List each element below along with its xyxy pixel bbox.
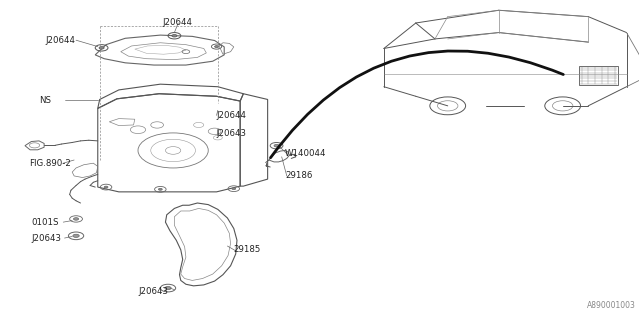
- Circle shape: [165, 286, 172, 290]
- Circle shape: [159, 188, 163, 190]
- Text: FIG.890-2: FIG.890-2: [29, 159, 71, 168]
- Text: J20644: J20644: [163, 18, 193, 27]
- Circle shape: [74, 218, 79, 220]
- Text: 29185: 29185: [234, 245, 261, 254]
- Circle shape: [214, 46, 218, 48]
- Circle shape: [274, 144, 279, 147]
- Text: J20644: J20644: [216, 111, 246, 120]
- Circle shape: [99, 47, 104, 49]
- Text: NS: NS: [39, 96, 51, 105]
- Text: J20644: J20644: [45, 36, 76, 45]
- Text: J20643: J20643: [31, 234, 61, 243]
- Bar: [579, 66, 618, 85]
- Text: J20643: J20643: [216, 129, 246, 138]
- Text: A890001003: A890001003: [588, 301, 636, 310]
- Circle shape: [104, 186, 108, 188]
- Text: 0101S: 0101S: [31, 218, 59, 227]
- Circle shape: [73, 234, 79, 237]
- Text: 29186: 29186: [285, 171, 312, 180]
- Text: W140044: W140044: [285, 149, 326, 158]
- Text: J20643: J20643: [138, 287, 168, 296]
- Circle shape: [172, 35, 177, 37]
- Circle shape: [232, 188, 236, 190]
